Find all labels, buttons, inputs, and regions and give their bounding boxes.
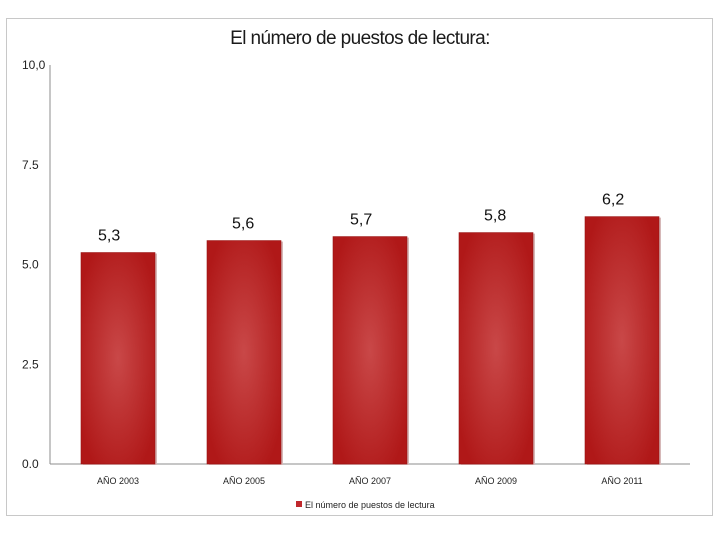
x-tick-label: AÑO 2003 (97, 476, 139, 486)
x-tick-label: AÑO 2011 (601, 476, 642, 486)
x-tick-label: AÑO 2009 (475, 476, 517, 486)
chart-frame (6, 18, 713, 516)
bar (584, 216, 660, 465)
x-tick-label: AÑO 2007 (349, 476, 391, 486)
bar (332, 236, 408, 465)
data-label: 5,6 (232, 216, 254, 233)
y-tick-label: 5.0 (22, 258, 39, 272)
y-tick-label: 10,0 (22, 58, 46, 72)
data-label: 5,7 (350, 212, 372, 229)
legend-label: El número de puestos de lectura (305, 500, 435, 510)
y-tick-label: 0.0 (22, 457, 39, 471)
data-label: 6,2 (602, 192, 624, 209)
bar (458, 232, 534, 465)
data-label: 5,8 (484, 208, 506, 225)
y-tick-label: 7.5 (22, 158, 39, 172)
bar (206, 240, 282, 465)
x-tick-label: AÑO 2005 (223, 476, 265, 486)
bar (80, 252, 156, 465)
y-tick-label: 2.5 (22, 357, 39, 371)
data-label: 5,3 (98, 228, 120, 245)
legend-swatch (296, 501, 302, 507)
chart-title: El número de puestos de lectura: (230, 28, 490, 49)
